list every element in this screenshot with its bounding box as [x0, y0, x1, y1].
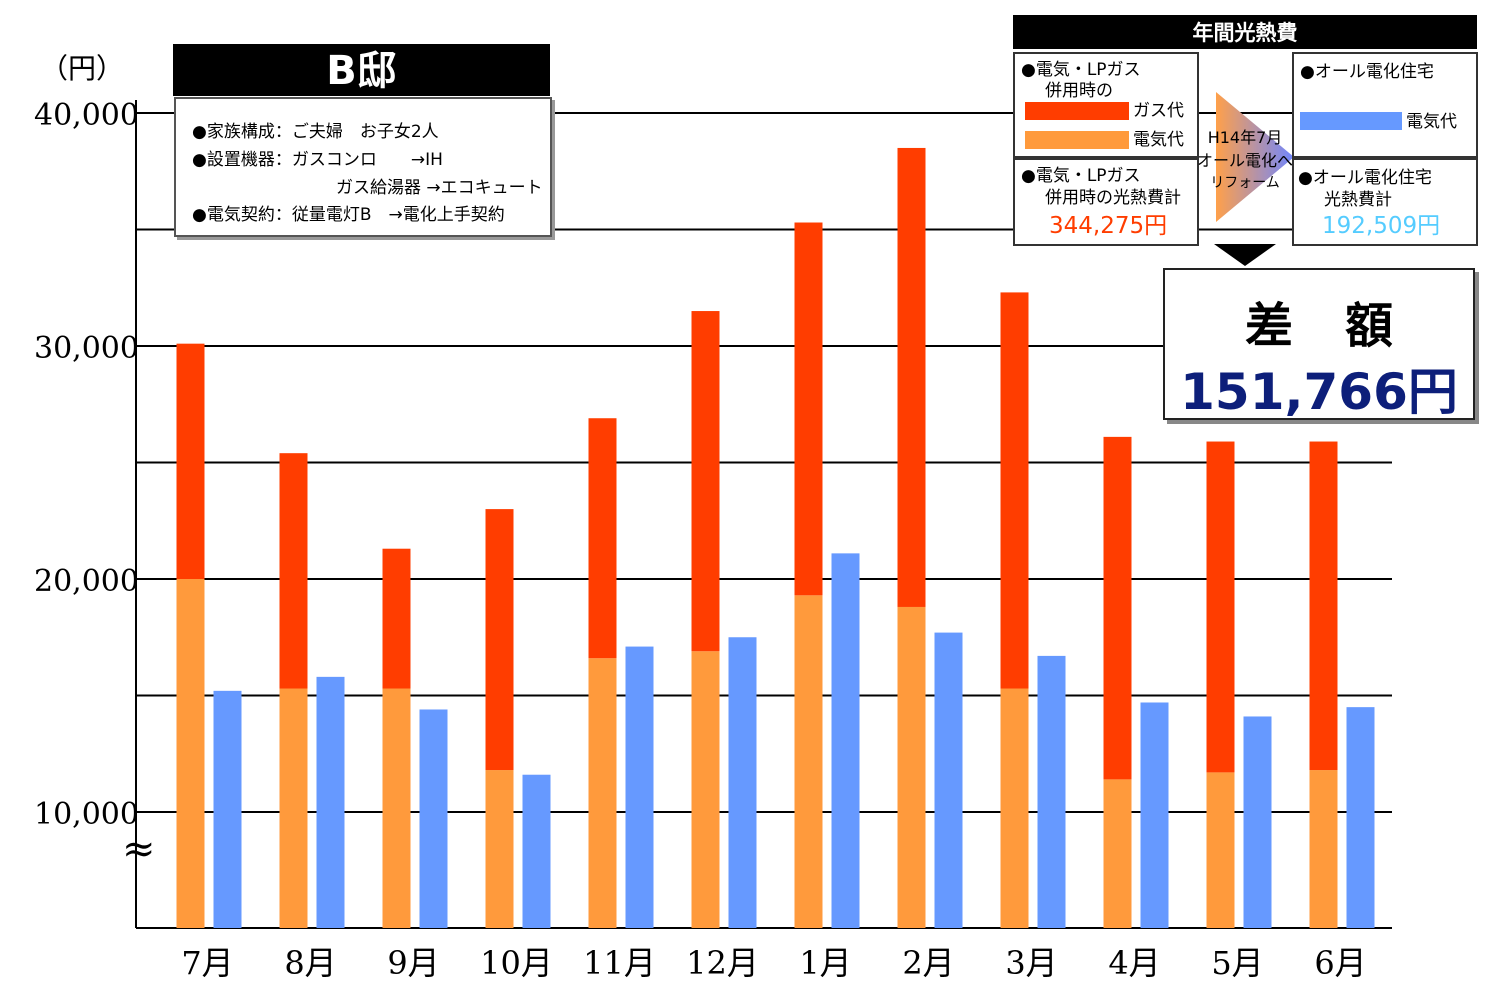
bar-allelec — [934, 632, 963, 928]
combined-total-head-2: 併用時の光熱費計 — [1045, 188, 1181, 208]
bar-combined-elec — [897, 606, 926, 928]
x-tick-label: 1月 — [799, 944, 851, 982]
y-tick-label: 10,000 — [34, 797, 139, 832]
bar-combined-elec — [176, 579, 205, 928]
allelec-total-head-2: 光熱費計 — [1324, 190, 1392, 210]
x-tick-label: 4月 — [1108, 944, 1160, 982]
bar-combined-elec — [382, 688, 411, 928]
legend-combined-head-1: ●電気・LPガス — [1021, 60, 1141, 80]
house-info-box: ●家族構成：ご夫婦 お子女2人 ●設置機器：ガスコンロ →IH ガス給湯器 →エ… — [174, 97, 552, 237]
down-arrow-icon — [1214, 244, 1276, 266]
info-line-equipment: ●設置機器：ガスコンロ →IH — [192, 150, 443, 170]
legend-allelec-total-box: ●オール電化住宅 光熱費計 192,509円 — [1292, 158, 1478, 246]
bar-combined-elec — [1000, 688, 1029, 928]
bar-allelec — [213, 690, 242, 928]
x-tick-label: 8月 — [284, 944, 336, 982]
bar-combined-elec — [485, 770, 514, 928]
legend-allelec-head: ●オール電化住宅 — [1300, 62, 1434, 82]
bar-allelec — [625, 646, 654, 928]
legend-combined-total-box: ●電気・LPガス 併用時の光熱費計 344,275円 — [1013, 158, 1199, 246]
legend-gas-label: ガス代 — [1133, 101, 1184, 121]
y-axis-labels: 10,000 20,000 30,000 40,000 — [34, 98, 139, 832]
x-tick-label: 7月 — [181, 944, 233, 982]
bar-combined-elec — [794, 595, 823, 928]
legend-allelec-label: 電気代 — [1406, 112, 1457, 132]
bar-combined-gas — [279, 453, 308, 689]
legend-gas-swatch — [1025, 102, 1129, 120]
x-tick-label: 6月 — [1314, 944, 1366, 982]
arrow-shape — [1216, 92, 1294, 222]
bar-allelec — [1037, 655, 1066, 928]
bar-combined-gas — [1206, 441, 1235, 773]
bar-combined-elec — [1206, 772, 1235, 928]
x-tick-label: 9月 — [387, 944, 439, 982]
bar-combined-elec — [691, 651, 720, 928]
bar-combined-elec — [279, 688, 308, 928]
legend-combined-box: ●電気・LPガス 併用時の ガス代 電気代 — [1013, 52, 1199, 158]
legend-elec-swatch — [1025, 131, 1129, 149]
legend-combined-head-2: 併用時の — [1045, 81, 1113, 101]
x-tick-label: 10月 — [480, 944, 553, 982]
x-tick-label: 11月 — [583, 944, 656, 982]
bar-combined-gas — [897, 147, 926, 607]
difference-value: 151,766円 — [1180, 363, 1458, 421]
bar-combined-elec — [588, 658, 617, 928]
bar-allelec — [419, 709, 448, 928]
bar-combined-gas — [1309, 441, 1338, 771]
bar-combined-gas — [485, 509, 514, 771]
difference-box: 差額 151,766円 — [1163, 268, 1475, 421]
y-tick-label: 20,000 — [34, 564, 139, 599]
bar-combined-elec — [1309, 770, 1338, 928]
bar-allelec — [316, 676, 345, 928]
info-line-family: ●家族構成：ご夫婦 お子女2人 — [192, 122, 439, 142]
difference-title: 差額 — [1244, 298, 1445, 354]
bar-allelec — [522, 774, 551, 928]
bar-allelec — [831, 553, 860, 928]
info-line-equipment-2: ガス給湯器 →エコキュート — [336, 178, 543, 198]
reform-arrow-text: H14年7月 オール電化へ リフォーム — [1196, 128, 1293, 191]
x-axis-labels: 7月 8月 9月 10月 11月 12月 1月 2月 3月 4月 5月 6月 — [181, 944, 1366, 982]
annual-cost-title: 年間光熱費 — [1013, 15, 1477, 49]
bar-combined-gas — [691, 311, 720, 652]
combined-total-value: 344,275円 — [1049, 213, 1168, 239]
bar-allelec — [1140, 702, 1169, 928]
bar-allelec — [1346, 707, 1375, 928]
combined-total-head-1: ●電気・LPガス — [1021, 166, 1141, 186]
legend-elec-label: 電気代 — [1133, 130, 1184, 150]
x-tick-label: 3月 — [1005, 944, 1057, 982]
bar-combined-gas — [176, 343, 205, 579]
bar-combined-gas — [382, 548, 411, 689]
x-tick-label: 2月 — [902, 944, 954, 982]
bar-combined-gas — [588, 418, 617, 659]
y-tick-label: 40,000 — [34, 98, 139, 133]
bar-combined-elec — [1103, 779, 1132, 928]
allelec-total-value: 192,509円 — [1322, 213, 1441, 239]
x-tick-label: 12月 — [686, 944, 759, 982]
bar-combined-gas — [1000, 292, 1029, 689]
bar-combined-gas — [1103, 436, 1132, 780]
axis-break-mark: ≈ — [122, 826, 156, 872]
bar-combined-gas — [794, 222, 823, 596]
y-tick-label: 30,000 — [34, 331, 139, 366]
allelec-total-head-1: ●オール電化住宅 — [1298, 168, 1432, 188]
bar-allelec — [1243, 716, 1272, 928]
info-line-contract: ●電気契約：従量電灯B →電化上手契約 — [192, 205, 505, 225]
legend-allelec-box: ●オール電化住宅 電気代 — [1292, 52, 1478, 158]
x-tick-label: 5月 — [1211, 944, 1263, 982]
bars — [176, 147, 1375, 928]
bar-allelec — [728, 637, 757, 928]
legend-allelec-swatch — [1300, 112, 1402, 130]
y-unit-label: （円） — [40, 52, 124, 85]
house-title: B邸 — [173, 44, 550, 96]
